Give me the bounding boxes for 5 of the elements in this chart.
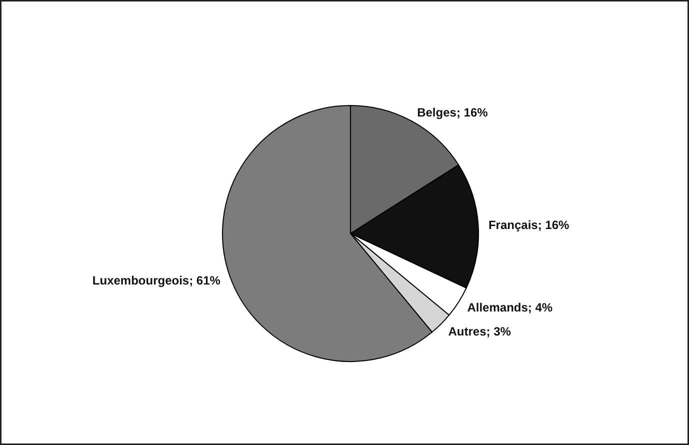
slice-label: Français; 16% <box>488 218 570 232</box>
slice-label: Allemands; 4% <box>467 300 553 315</box>
slice-label: Autres; 3% <box>448 324 512 338</box>
slice-label: Luxembourgeois; 61% <box>92 273 221 288</box>
slice-label: Belges; 16% <box>417 105 488 120</box>
